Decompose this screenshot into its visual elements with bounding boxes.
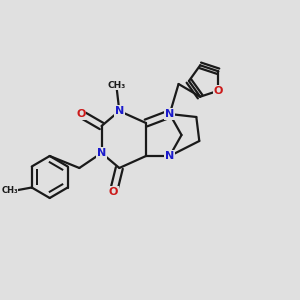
Text: CH₃: CH₃: [1, 186, 18, 195]
Text: O: O: [76, 109, 86, 119]
Text: O: O: [214, 86, 223, 96]
Text: N: N: [165, 109, 174, 119]
Text: N: N: [115, 106, 124, 116]
Text: O: O: [109, 187, 118, 197]
Text: CH₃: CH₃: [107, 81, 125, 90]
Text: N: N: [165, 151, 174, 161]
Text: N: N: [97, 148, 106, 158]
